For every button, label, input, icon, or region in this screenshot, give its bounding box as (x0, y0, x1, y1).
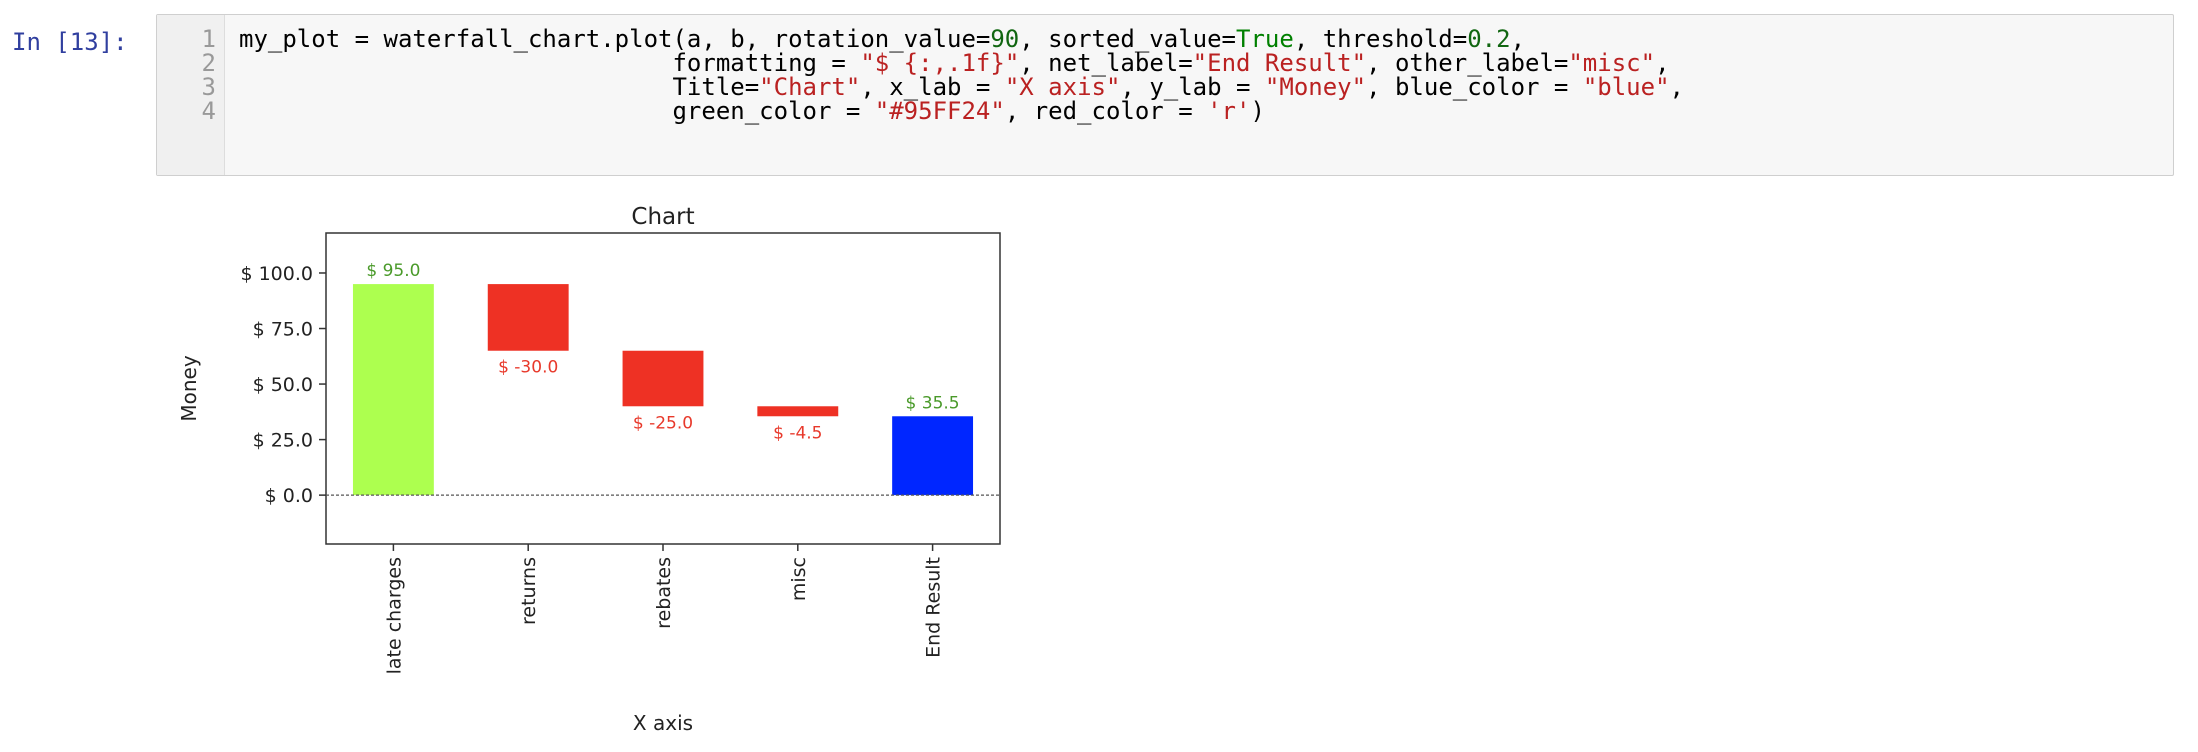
code-token: , blue_color = (1366, 73, 1583, 101)
x-tick-label: late charges (383, 557, 405, 674)
waterfall-chart: Chart $ 0.0 $ 25.0 $ 50.0 $ 75.0 $ 100.0 $ 95.… (177, 204, 1001, 735)
code-token: , (1655, 49, 1670, 77)
code-token: , (1669, 73, 1684, 101)
cell-output: Chart $ 0.0 $ 25.0 $ 50.0 $ 75.0 $ 100.0 $ 95.… (156, 190, 1056, 740)
x-tick-label: rebates (653, 557, 675, 629)
code-line: formatting = "$ {:,.1f}", net_label="End… (239, 49, 1670, 77)
waterfall-bar (352, 284, 434, 496)
waterfall-bar (892, 416, 974, 496)
code-token: ) (1250, 97, 1265, 125)
code-token: "$ {:,.1f}" (860, 49, 1020, 77)
y-axis-label: Money (177, 355, 201, 421)
bar-value-label: $ 95.0 (366, 261, 420, 281)
y-tick-label: $ 50.0 (253, 374, 313, 396)
code-line: green_color = "#95FF24", red_color = 'r'… (239, 97, 1265, 125)
x-tick-label: misc (788, 557, 810, 601)
code-token: , y_lab = (1120, 73, 1265, 101)
code-token: my_plot = waterfall_chart.plot(a, b, rot… (239, 25, 991, 53)
waterfall-bar (487, 284, 569, 351)
bar-value-label: $ -25.0 (633, 413, 693, 433)
code-token: , net_label= (1019, 49, 1193, 77)
code-token: green_color = (239, 97, 875, 125)
code-token: Title= (239, 73, 760, 101)
code-line: Title="Chart", x_lab = "X axis", y_lab =… (239, 73, 1684, 101)
x-tick-label: returns (518, 557, 540, 625)
code-token: formatting = (239, 49, 861, 77)
code-token: , sorted_value= (1019, 25, 1237, 53)
y-tick-label: $ 0.0 (265, 485, 313, 507)
code-token: "End Result" (1192, 49, 1367, 77)
code-token: "X axis" (1004, 73, 1121, 101)
code-token: "blue" (1582, 73, 1670, 101)
line-number: 3 (201, 73, 216, 101)
bar-value-label: $ -4.5 (773, 423, 822, 443)
x-tick-label: End Result (923, 557, 945, 658)
y-tick-label: $ 25.0 (253, 430, 313, 452)
code-token: "Money" (1264, 73, 1367, 101)
code-token: , threshold= (1293, 25, 1468, 53)
waterfall-bar (622, 350, 704, 407)
waterfall-bar (757, 406, 839, 417)
cell-prompt: In [13]: (12, 28, 128, 56)
code-token: , x_lab = (860, 73, 1005, 101)
code-token: 90 (990, 25, 1020, 53)
code-token: , (1510, 25, 1526, 53)
code-token: "Chart" (759, 73, 861, 101)
code-token: , red_color = (1004, 97, 1208, 125)
y-tick-label: $ 75.0 (253, 319, 313, 341)
code-token: 'r' (1207, 97, 1251, 125)
code-token: , other_label= (1366, 49, 1569, 77)
code-token: "#95FF24" (874, 97, 1005, 125)
bar-value-label: $ -30.0 (498, 358, 558, 378)
code-token: 0.2 (1467, 25, 1511, 53)
line-number: 1 (201, 25, 216, 53)
line-number: 2 (201, 49, 216, 77)
code-token: "misc" (1568, 49, 1656, 77)
code-token: True (1236, 25, 1294, 53)
bar-value-label: $ 35.5 (906, 393, 960, 413)
code-line: my_plot = waterfall_chart.plot(a, b, rot… (239, 25, 1525, 53)
line-number: 4 (201, 97, 216, 125)
x-axis-label: X axis (633, 711, 693, 735)
y-tick-label: $ 100.0 (240, 263, 313, 285)
chart-title: Chart (631, 204, 694, 230)
